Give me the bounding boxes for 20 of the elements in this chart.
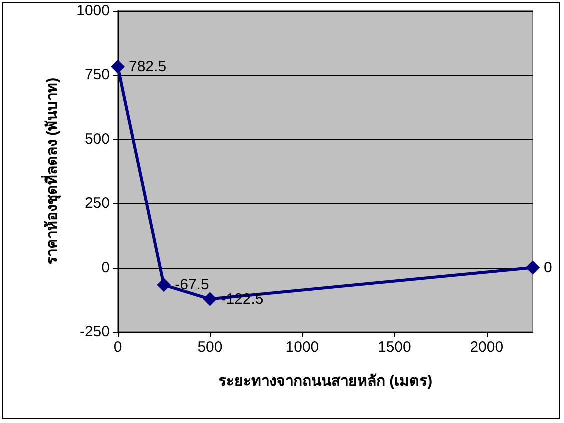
- y-tick-label: 1000: [76, 2, 110, 20]
- data-label: -67.5: [175, 276, 210, 294]
- x-axis-title: ระยะทางจากถนนสายหลัก (เมตร): [218, 373, 433, 390]
- x-tick-label: 0: [114, 339, 122, 356]
- x-tick-label: 2000: [470, 339, 504, 356]
- y-tick-label: -250: [80, 324, 110, 340]
- y-tick-label: 0: [102, 259, 110, 276]
- point: [203, 292, 218, 306]
- y-tick-label: 750: [84, 66, 110, 84]
- x-tick-label: 500: [198, 339, 223, 356]
- y-tick-label: 250: [84, 195, 110, 212]
- data-label: 782.5: [129, 58, 167, 76]
- point: [526, 260, 540, 275]
- point: [157, 278, 172, 292]
- data-label: 0: [544, 259, 552, 276]
- point: [111, 60, 125, 74]
- x-tick-label: 1000: [286, 339, 320, 356]
- x-tick-label: 1500: [378, 339, 412, 356]
- y-tick-label: 500: [84, 130, 110, 148]
- y-axis-title: ราคาห้องชุดที่ลดลง (พันบาท): [41, 78, 62, 266]
